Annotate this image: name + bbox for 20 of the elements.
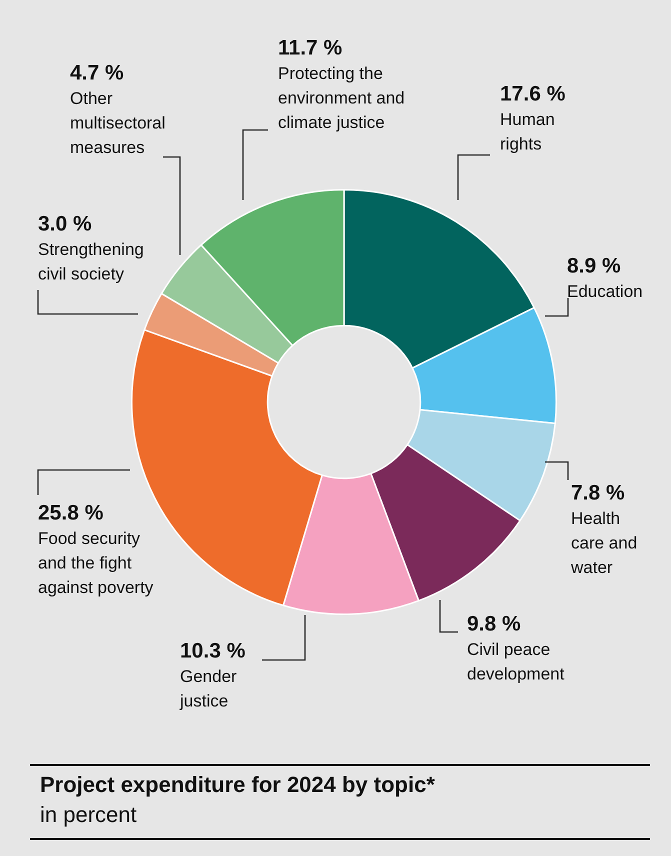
- data-label: 7.8 %: [571, 481, 626, 504]
- slice-label: Civil peace development: [467, 640, 565, 684]
- slice-label: Education: [567, 282, 643, 302]
- data-label: 9.8 %: [467, 612, 522, 636]
- data-label: 3.0 %: [38, 212, 92, 236]
- slice-label: Gender justice: [179, 667, 238, 711]
- slice-label: Protecting the environment and climate justice: [278, 64, 405, 132]
- slice-label: Human rights: [500, 110, 555, 154]
- text: Project expenditure for 2024 by topic*: [40, 772, 435, 798]
- slice-label: Other multisectoral measures: [70, 89, 166, 158]
- data-label: 10.3 %: [180, 639, 246, 662]
- data-label: 4.7 %: [70, 61, 124, 84]
- slice-label: Strengthening civil society: [38, 240, 144, 284]
- text: in percent: [40, 802, 137, 828]
- slice-label: Health care and water: [570, 509, 638, 578]
- data-label: 25.8 %: [38, 501, 104, 524]
- data-label: 11.7 %: [278, 36, 343, 60]
- slice-label: Food security and the fight against poverty: [38, 529, 154, 598]
- data-label: 17.6 %: [500, 82, 566, 106]
- data-label: 8.9 %: [567, 254, 622, 278]
